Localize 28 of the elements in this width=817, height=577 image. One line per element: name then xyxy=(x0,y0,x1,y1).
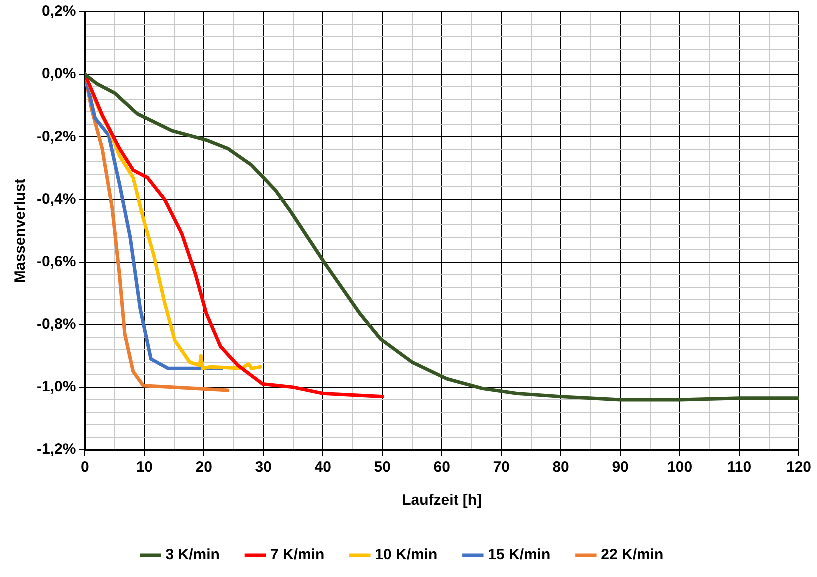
y-tick-label: 0,2% xyxy=(42,3,76,20)
x-tick-label: 10 xyxy=(136,459,154,476)
legend-label: 3 K/min xyxy=(166,546,220,564)
x-tick-label: 70 xyxy=(493,459,510,476)
y-axis-title: Massenverlust xyxy=(12,178,30,284)
y-tick-label: -0,2% xyxy=(36,128,76,146)
x-tick-label: 110 xyxy=(727,459,752,476)
y-tick-label: -0,6% xyxy=(36,253,76,270)
y-tick-label: -1,0% xyxy=(36,378,76,396)
y-tick-label: 0,0% xyxy=(42,66,76,83)
x-tick-label: 20 xyxy=(196,459,212,476)
x-tick-label: 120 xyxy=(786,459,812,476)
y-tick-label: -0,4% xyxy=(36,190,76,208)
legend-label: 7 K/min xyxy=(270,546,325,564)
x-tick-label: 80 xyxy=(552,459,570,476)
x-tick-label: 90 xyxy=(612,459,629,476)
x-axis-title: Laufzeit [h] xyxy=(402,492,482,510)
legend-label: 15 K/min xyxy=(488,546,551,564)
x-tick-label: 40 xyxy=(314,459,332,476)
x-tick-label: 50 xyxy=(374,459,391,476)
legend-label: 10 K/min xyxy=(375,546,438,564)
y-tick-label: -1,2% xyxy=(36,441,76,458)
x-tick-label: 60 xyxy=(434,459,450,476)
legend-label: 22 K/min xyxy=(601,546,664,564)
x-tick-label: 100 xyxy=(668,459,693,476)
x-tick-label: 0 xyxy=(81,459,90,476)
x-tick-label: 30 xyxy=(255,459,272,476)
y-tick-label: -0,8% xyxy=(36,316,76,333)
